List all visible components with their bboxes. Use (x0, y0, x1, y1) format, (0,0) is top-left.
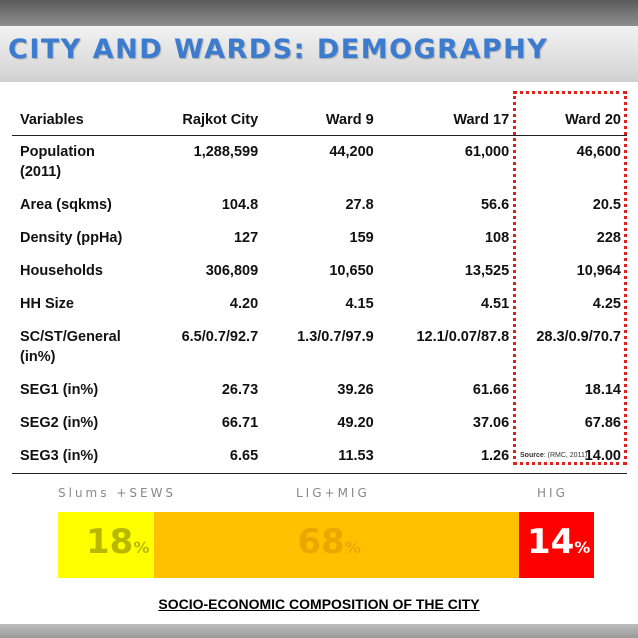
header-ward-20: Ward 20 (565, 112, 621, 128)
demography-table: Variables Rajkot City Ward 9 Ward 17 War… (12, 107, 627, 474)
table-row: HH Size 4.20 4.15 4.51 4.25 (12, 288, 627, 321)
value-unit: % (344, 538, 361, 557)
cell: 1.3/0.7/97.9 (297, 328, 374, 345)
bottom-band (0, 624, 638, 638)
table-row: Population (2011) 1,288,599 44,200 61,00… (12, 135, 627, 189)
segment-label-slums: Slums +SEWS (58, 486, 177, 500)
table-row: SEG2 (in%) 66.71 49.20 37.06 67.86 (12, 407, 627, 440)
cell: 18.14 (584, 381, 621, 398)
segment-value-lig-mig: 68% (297, 522, 360, 562)
table-header-row: Variables Rajkot City Ward 9 Ward 17 War… (12, 107, 627, 135)
row-label: Area (sqkms) (20, 196, 112, 213)
table-row: Households 306,809 10,650 13,525 10,964 (12, 255, 627, 288)
value-unit: % (574, 538, 591, 557)
cell: 39.26 (337, 381, 374, 398)
page-title: CITY AND WARDS: DEMOGRAPHY (8, 34, 549, 65)
row-label: SC/ST/General (in%) (20, 328, 121, 365)
cell: 4.51 (480, 295, 510, 312)
row-label: Density (ppHa) (20, 229, 123, 246)
cell: 66.71 (221, 414, 259, 431)
header-variables: Variables (20, 112, 84, 128)
value-number: 18 (86, 522, 134, 562)
cell: 49.20 (337, 414, 374, 431)
cell: 306,809 (205, 262, 259, 279)
cell: 1,288,599 (193, 143, 259, 160)
segment-label-hig: HIG (537, 486, 568, 500)
cell: 10,650 (329, 262, 374, 279)
ward-20-highlight-box (513, 91, 627, 465)
cell: 6.5/0.7/92.7 (181, 328, 259, 345)
cell: 4.20 (229, 295, 259, 312)
cell: 67.86 (584, 414, 621, 431)
cell: 159 (349, 229, 374, 246)
row-label: Households (20, 262, 103, 279)
cell: 37.06 (472, 414, 510, 431)
cell: 11.53 (338, 447, 374, 464)
cell: 61.66 (472, 381, 510, 398)
row-label: HH Size (20, 295, 74, 312)
cell: 61,000 (464, 143, 510, 160)
cell: 14.00 (584, 447, 621, 464)
header-rajkot-city: Rajkot City (182, 112, 259, 128)
cell: 46,600 (576, 143, 621, 160)
cell: 104.8 (221, 196, 259, 213)
cell: 1.26 (480, 447, 510, 464)
cell: 4.15 (345, 295, 374, 312)
composition-bar: 18% 68% 14% (58, 512, 594, 578)
source-text: : (RMC, 2011) (543, 452, 588, 459)
segment-value-slums: 18% (86, 522, 149, 562)
segment-lig-mig: 68% (154, 512, 519, 578)
cell: 127 (233, 229, 259, 246)
segment-hig: 14% (518, 512, 594, 578)
cell: 27.8 (345, 196, 374, 213)
row-label: SEG3 (in%) (20, 447, 99, 464)
table-row: Density (ppHa) 127 159 108 228 (12, 222, 627, 255)
top-band (0, 0, 638, 26)
value-number: 68 (297, 522, 345, 562)
cell: 56.6 (480, 196, 510, 213)
table-row: SEG3 (in%) 6.65 11.53 1.26 14.00 (12, 440, 627, 473)
value-number: 14 (526, 522, 575, 562)
source-note: Source: (RMC, 2011) (520, 452, 587, 459)
table-row: SC/ST/General (in%) 6.5/0.7/92.7 1.3/0.7… (12, 321, 627, 374)
cell: 4.25 (592, 295, 621, 312)
cell: 12.1/0.07/87.8 (416, 328, 510, 345)
value-unit: % (133, 538, 150, 557)
source-label: Source (520, 452, 544, 459)
cell: 26.73 (221, 381, 259, 398)
cell: 6.65 (229, 447, 259, 464)
cell: 20.5 (592, 196, 621, 213)
cell: 228 (596, 229, 621, 246)
table-row: Area (sqkms) 104.8 27.8 56.6 20.5 (12, 189, 627, 222)
table-row: SEG1 (in%) 26.73 39.26 61.66 18.14 (12, 374, 627, 407)
composition-caption: SOCIO-ECONOMIC COMPOSITION OF THE CITY (158, 596, 480, 612)
row-label: SEG1 (in%) (20, 381, 99, 398)
title-band: CITY AND WARDS: DEMOGRAPHY (0, 26, 638, 82)
cell: 44,200 (329, 143, 374, 160)
cell: 13,525 (464, 262, 510, 279)
row-label: Population (2011) (20, 143, 95, 180)
segment-value-hig: 14% (527, 522, 590, 562)
segment-label-lig-mig: LIG+MIG (296, 486, 370, 500)
cell: 28.3/0.9/70.7 (536, 328, 621, 345)
cell: 108 (484, 229, 510, 246)
cell: 10,964 (576, 262, 621, 279)
segment-slums: 18% (58, 512, 155, 578)
row-label: SEG2 (in%) (20, 414, 99, 431)
header-ward-17: Ward 17 (453, 112, 510, 128)
header-ward-9: Ward 9 (325, 112, 374, 128)
